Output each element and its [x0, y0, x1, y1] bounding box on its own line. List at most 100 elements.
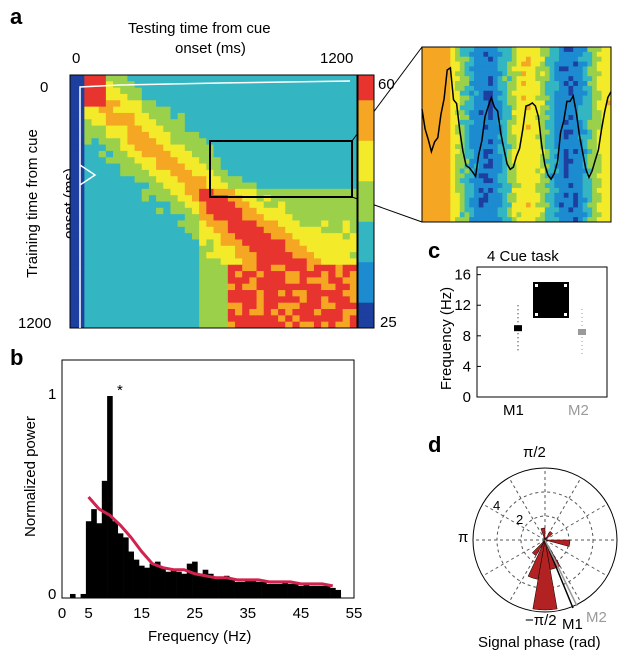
heatmap-cell	[177, 195, 186, 202]
zoom-cell	[535, 183, 541, 189]
zoom-cell	[469, 212, 475, 218]
heatmap-cell	[163, 207, 171, 215]
zoom-cell	[440, 153, 447, 160]
rose-wedge	[544, 539, 571, 547]
heatmap-cell	[328, 233, 336, 240]
heatmap-cell	[270, 321, 279, 329]
heatmap-cell	[349, 321, 358, 329]
heatmap-cell	[285, 157, 293, 165]
heatmap-cell	[227, 309, 236, 316]
zoom-cell	[606, 144, 612, 150]
heatmap-cell	[206, 283, 214, 291]
zoom-cell	[431, 76, 437, 82]
zoom-cell	[445, 90, 451, 97]
zoom-cell	[502, 129, 508, 135]
heatmap-cell	[127, 258, 136, 266]
heatmap-cell	[113, 315, 121, 323]
heatmap-cell	[263, 207, 272, 215]
zoom-cell	[516, 119, 522, 126]
heatmap-cell	[77, 100, 85, 108]
heatmap-cell	[163, 239, 171, 247]
spectrum-bar	[133, 559, 140, 598]
zoom-cell	[455, 207, 461, 213]
zoom-cell	[577, 207, 584, 213]
heatmap-cell	[148, 119, 157, 127]
heatmap-cell	[249, 321, 258, 329]
heatmap-cell	[220, 258, 229, 266]
zoom-cell	[549, 71, 555, 77]
colorbar-step	[358, 176, 374, 182]
zoom-cell	[563, 119, 569, 126]
zoom-cell	[507, 61, 513, 67]
heatmap-cell	[113, 258, 121, 266]
heatmap-cell	[299, 283, 308, 291]
heatmap-cell	[335, 144, 344, 152]
zoom-cell	[544, 47, 551, 53]
heatmap-cell	[213, 81, 222, 89]
heatmap-cell	[278, 106, 286, 114]
heatmap-cell	[156, 239, 164, 247]
zoom-cell	[497, 178, 503, 184]
zoom-cell	[450, 163, 456, 170]
heatmap-cell	[292, 315, 301, 323]
zoom-cell	[445, 153, 451, 160]
heatmap-cell	[335, 207, 344, 215]
zoom-cell	[601, 71, 607, 77]
zoom-cell	[436, 158, 442, 165]
spectrum-ytick-0: 0	[48, 586, 57, 603]
zoom-cell	[511, 173, 517, 179]
heatmap-cell	[84, 100, 93, 108]
zoom-cell	[587, 168, 593, 174]
heatmap-cell	[256, 258, 265, 266]
spectrum-bar	[314, 585, 320, 598]
heatmap-cell	[285, 302, 293, 310]
heatmap-cell	[84, 201, 93, 209]
heatmap-cell	[120, 258, 128, 266]
heatmap-cell	[328, 157, 336, 165]
heatmap-cell	[342, 195, 351, 202]
zoom-cell	[459, 158, 466, 165]
heatmap-cell	[141, 93, 150, 101]
zoom-cell	[577, 51, 584, 58]
heatmap-cell	[249, 315, 258, 323]
heatmap-cell	[278, 169, 286, 177]
heatmap-cell	[170, 302, 179, 310]
zoom-cell	[587, 153, 593, 160]
zoom-cell	[455, 144, 461, 150]
zoom-cell	[563, 149, 569, 155]
heatmap-cell	[177, 188, 186, 196]
zoom-cell	[592, 124, 598, 131]
zoom-cell	[478, 158, 484, 165]
heatmap-cell	[199, 144, 207, 152]
zoom-cell	[587, 71, 593, 77]
heatmap-cell	[70, 87, 78, 95]
heatmap-cell	[199, 188, 207, 196]
zoom-cell	[436, 105, 442, 111]
zoom-cell	[459, 197, 466, 204]
zoom-cell	[544, 144, 551, 150]
heatmap-cell	[127, 233, 136, 240]
heatmap-xlabel-line1: Testing time from cue	[128, 20, 271, 37]
heatmap-cell	[70, 93, 78, 101]
zoom-cell	[563, 158, 569, 165]
heatmap-cell	[170, 207, 179, 215]
zoom-cell	[568, 192, 574, 199]
heatmap-cell	[156, 106, 164, 114]
zoom-cell	[601, 76, 607, 82]
heatmap-cell	[141, 233, 150, 240]
heatmap-cell	[141, 258, 150, 266]
heatmap-cell	[335, 106, 344, 114]
zoom-cell	[577, 66, 584, 72]
heatmap-cell	[270, 271, 279, 278]
cue-square-icon	[533, 282, 569, 318]
heatmap-cell	[270, 157, 279, 165]
heatmap-cell	[292, 309, 301, 316]
heatmap-cell	[235, 112, 243, 120]
zoom-cell	[601, 173, 607, 179]
spectrum-bar	[123, 537, 129, 598]
zoom-cell	[544, 192, 551, 199]
heatmap-cell	[242, 131, 250, 139]
zoom-cell	[577, 192, 584, 199]
heatmap-cell	[191, 81, 200, 89]
heatmap-cell	[91, 258, 100, 266]
